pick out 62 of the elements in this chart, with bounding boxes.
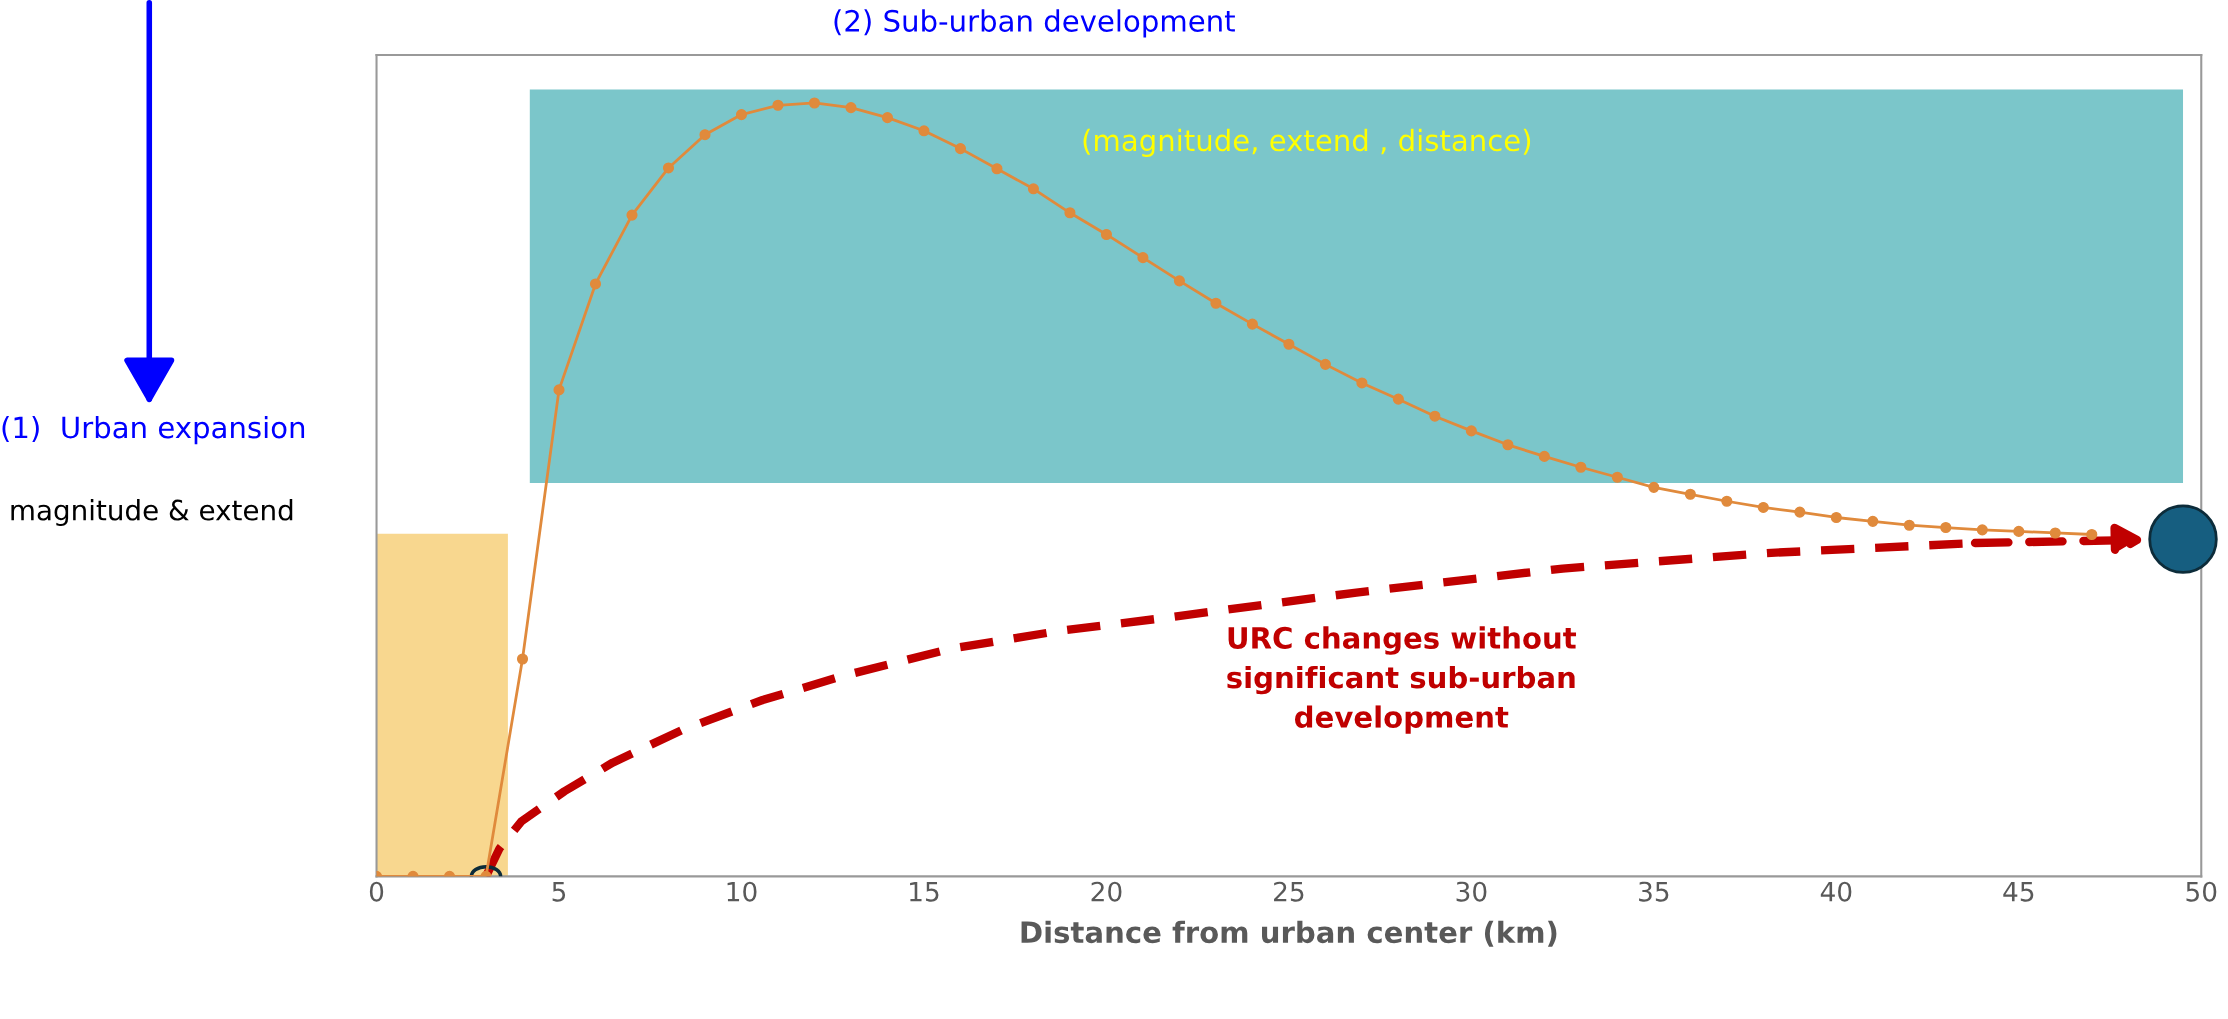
point <box>1757 501 1769 514</box>
point <box>699 129 711 141</box>
x-tick-label: 10 <box>727 881 757 902</box>
point <box>626 209 638 221</box>
point <box>1246 318 1258 330</box>
point <box>1867 515 1879 527</box>
text: (1) Urban expansion <box>2 415 305 445</box>
point <box>1684 488 1696 500</box>
point <box>808 97 821 109</box>
point <box>1356 377 1368 389</box>
x-tick-label: 0 <box>369 881 384 902</box>
x-tick-label: 50 <box>2186 881 2217 902</box>
point <box>662 162 675 174</box>
point <box>1502 439 1514 451</box>
point <box>1538 450 1550 462</box>
x-axis-title: Distance from urban center (km) <box>1021 920 1557 947</box>
point <box>1721 495 1733 507</box>
point <box>2148 504 2218 574</box>
point <box>1137 252 1149 264</box>
point <box>1830 511 1842 524</box>
point <box>954 143 967 155</box>
band-label: (magnitude, extend , distance) <box>1083 128 1531 158</box>
point <box>1429 410 1441 422</box>
point <box>991 163 1003 175</box>
point <box>845 102 857 114</box>
point <box>1319 358 1331 370</box>
x-tick-label: 45 <box>2003 882 2034 902</box>
point <box>1465 425 1477 437</box>
point <box>2086 528 2098 541</box>
point <box>1940 521 1952 534</box>
point <box>1283 338 1295 350</box>
point <box>1794 506 1806 518</box>
x-tick-label: 15 <box>910 882 939 902</box>
text: magnitude & extend <box>11 499 293 526</box>
x-tick-label: 5 <box>552 882 566 902</box>
point <box>2013 525 2025 537</box>
point <box>589 278 602 290</box>
text: (2) Sub-urban development <box>834 9 1235 38</box>
point <box>1027 183 1039 195</box>
point <box>735 109 748 121</box>
x-tick-label: 20 <box>1091 881 1122 902</box>
point <box>1173 275 1185 287</box>
point <box>553 384 565 396</box>
point <box>2049 527 2061 539</box>
point <box>1210 297 1222 309</box>
x-tick-label: 25 <box>1274 881 1304 902</box>
point <box>1976 524 1988 536</box>
point <box>1611 471 1623 483</box>
x-tick-label: 35 <box>1639 881 1669 902</box>
point <box>918 125 930 137</box>
point <box>1064 207 1076 219</box>
point <box>1392 393 1404 405</box>
point <box>1648 481 1660 493</box>
point <box>1100 228 1112 241</box>
series-label: URC changes without significant sub-urban development <box>1227 626 1577 734</box>
point <box>1903 519 1915 531</box>
x-tick-label: 30 <box>1456 881 1487 902</box>
point <box>1575 461 1587 473</box>
point <box>516 653 529 665</box>
x-tick-label: 40 <box>1820 881 1852 902</box>
point <box>772 99 784 111</box>
point <box>881 112 894 124</box>
